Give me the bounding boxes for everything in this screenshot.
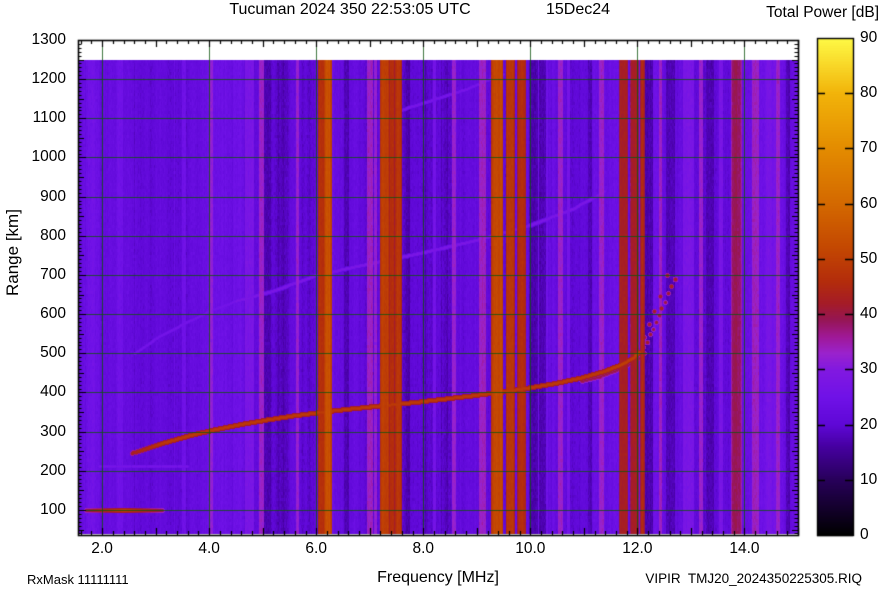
x-tick-label-2.0: 2.0 [91,540,113,557]
colorbar-tick-label-60: 60 [860,194,878,212]
y-tick-label-1200: 1200 [31,70,66,88]
x-tick-label-4.0: 4.0 [198,540,220,557]
y-tick-label-100: 100 [40,500,66,518]
x-tick-label-8.0: 8.0 [412,540,435,557]
colorbar-tick-label-40: 40 [860,305,878,323]
colorbar-tick-label-50: 50 [860,249,878,267]
x-tick-label-14.0: 14.0 [729,540,760,557]
y-tick-label-400: 400 [40,383,66,401]
colorbar-tick-label-0: 0 [860,526,869,543]
plot-title: Tucuman 2024 350 22:53:05 UTC [229,1,471,18]
y-tick-label-900: 900 [40,187,66,205]
y-tick-label-500: 500 [40,344,66,362]
y-tick-label-1000: 1000 [31,148,66,166]
rxmask-status: RxMask 11111111 [27,572,129,587]
colorbar-tick-label-20: 20 [860,415,878,433]
x-tick-label-12.0: 12.0 [622,540,653,557]
instrument-file-label: VIPIR TMJ20_2024350225305.RIQ [645,571,862,586]
colorbar-tick-label-80: 80 [860,84,878,102]
plot-date: 15Dec24 [545,1,611,18]
colorbar-tick-label-90: 90 [860,29,878,46]
x-tick-label-6.0: 6.0 [305,540,327,557]
y-tick-label-700: 700 [40,265,66,283]
y-tick-label-1300: 1300 [31,31,66,48]
y-tick-label-1100: 1100 [32,109,66,127]
colorbar-title: Total Power [dB] [766,4,879,21]
colorbar-tick-label-10: 10 [860,470,878,488]
y-tick-label-200: 200 [40,461,66,479]
x-tick-label-10.0: 10.0 [515,540,546,557]
colorbar-tick-label-70: 70 [860,139,878,157]
colorbar-tick-label-30: 30 [860,360,878,378]
y-tick-label-600: 600 [40,305,66,323]
y-tick-label-300: 300 [40,422,66,440]
x-axis-label: Frequency [MHz] [377,569,499,586]
y-tick-label-800: 800 [40,226,66,244]
